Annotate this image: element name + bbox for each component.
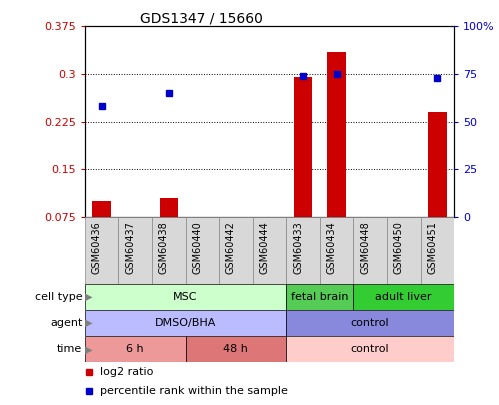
Bar [252,217,286,284]
Bar [286,310,454,336]
Bar [160,198,178,217]
Bar [327,52,346,217]
Bar [286,284,353,310]
Bar [219,217,252,284]
Text: GSM60451: GSM60451 [427,222,437,274]
Text: MSC: MSC [173,292,198,302]
Text: GSM60450: GSM60450 [394,222,404,274]
Text: GSM60437: GSM60437 [125,222,135,274]
Text: DMSO/BHA: DMSO/BHA [155,318,216,328]
Text: GDS1347 / 15660: GDS1347 / 15660 [140,11,263,25]
Text: control: control [351,344,390,354]
Text: ▶: ▶ [82,344,93,354]
Bar [353,217,387,284]
Text: GSM60440: GSM60440 [192,222,202,274]
Bar [286,336,454,362]
Bar [92,201,111,217]
Bar [353,284,454,310]
Text: GSM60434: GSM60434 [327,222,337,274]
Bar [118,217,152,284]
Bar [387,217,421,284]
Text: GSM60433: GSM60433 [293,222,303,274]
Bar [152,217,186,284]
Text: cell type: cell type [35,292,82,302]
Text: 6 h: 6 h [126,344,144,354]
Bar [428,112,447,217]
Text: GSM60442: GSM60442 [226,222,236,274]
Text: adult liver: adult liver [375,292,432,302]
Text: fetal brain: fetal brain [291,292,349,302]
Text: time: time [57,344,82,354]
Text: control: control [351,318,390,328]
Bar [294,77,312,217]
Bar [186,336,286,362]
Text: ▶: ▶ [82,292,93,302]
Text: GSM60444: GSM60444 [259,222,269,274]
Text: log2 ratio: log2 ratio [100,367,153,377]
Text: agent: agent [50,318,82,328]
Bar [85,217,118,284]
Bar [85,284,286,310]
Text: GSM60438: GSM60438 [159,222,169,274]
Bar [85,310,286,336]
Bar [320,217,353,284]
Text: GSM60448: GSM60448 [360,222,370,274]
Bar [421,217,454,284]
Bar [186,217,219,284]
Text: ▶: ▶ [82,318,93,328]
Text: 48 h: 48 h [224,344,249,354]
Text: GSM60436: GSM60436 [92,222,102,274]
Bar [85,336,186,362]
Bar [286,217,320,284]
Text: percentile rank within the sample: percentile rank within the sample [100,386,287,396]
